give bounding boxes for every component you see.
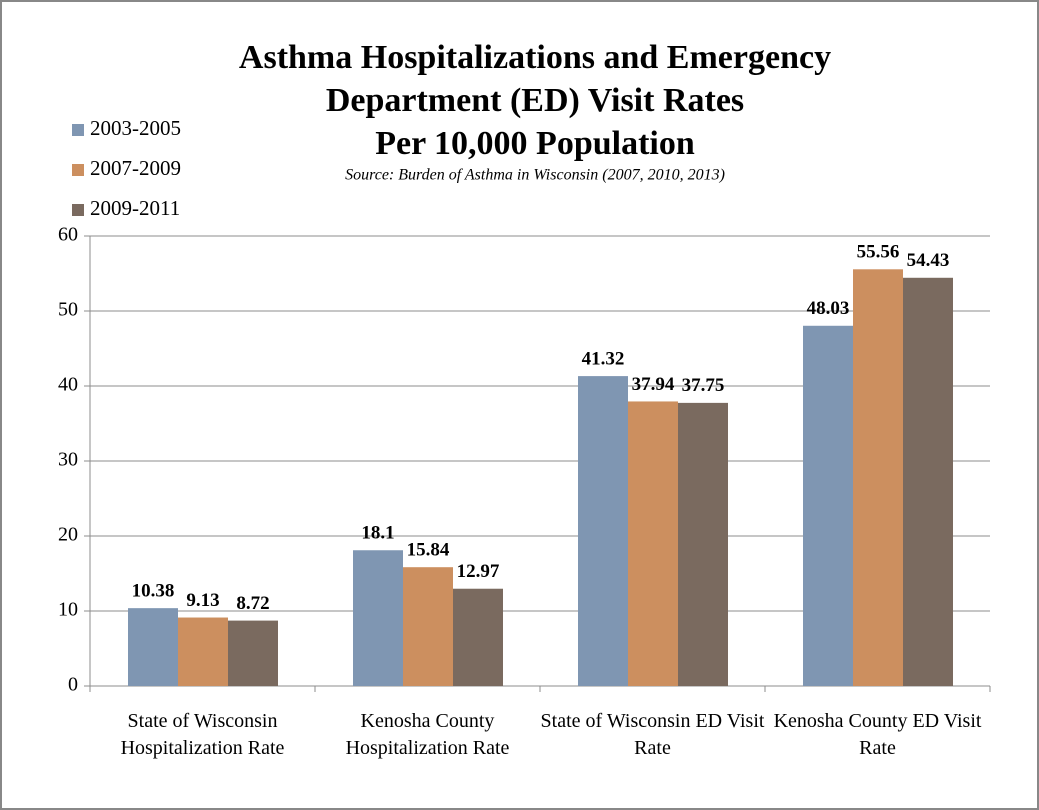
bar [178, 617, 228, 686]
bar [628, 401, 678, 686]
y-tick-label: 10 [58, 599, 78, 621]
data-label: 48.03 [807, 298, 850, 319]
bar [803, 325, 853, 686]
bar [403, 567, 453, 686]
legend-swatch [72, 164, 84, 176]
bar [228, 620, 278, 686]
legend-swatch [72, 204, 84, 216]
chart-subtitle: Source: Burden of Asthma in Wisconsin (2… [345, 167, 725, 184]
y-tick-label: 20 [58, 524, 78, 546]
x-tick-label: Kenosha County ED Visit Rate [773, 710, 982, 759]
data-label: 10.38 [132, 581, 175, 602]
data-label: 41.32 [582, 348, 625, 369]
bar [128, 608, 178, 686]
legend-swatch [72, 124, 84, 136]
y-tick-label: 30 [58, 449, 78, 471]
data-label: 9.13 [186, 590, 219, 611]
chart-title: Per 10,000 Population [375, 125, 695, 162]
data-label: 8.72 [236, 593, 269, 614]
legend-label: 2003-2005 [90, 116, 181, 140]
y-tick-label: 0 [68, 674, 78, 696]
x-tick-label: Kenosha County Hospitalization Rate [345, 710, 510, 759]
chart-title: Asthma Hospitalizations and Emergency [239, 39, 831, 76]
data-label: 54.43 [907, 250, 950, 271]
y-tick-label: 50 [58, 299, 78, 321]
chart-title: Department (ED) Visit Rates [326, 82, 744, 119]
y-tick-label: 40 [58, 374, 78, 396]
data-label: 37.75 [682, 375, 725, 396]
data-label: 12.97 [457, 561, 500, 582]
bar [903, 277, 953, 686]
bar [853, 269, 903, 686]
legend-label: 2009-2011 [90, 196, 180, 220]
bar [678, 402, 728, 686]
data-label: 55.56 [857, 242, 900, 263]
x-tick-label: State of Wisconsin Hospitalization Rate [120, 710, 285, 759]
data-label: 37.94 [632, 374, 675, 395]
y-tick-label: 60 [58, 224, 78, 246]
x-tick-label: State of Wisconsin ED Visit Rate [540, 710, 765, 759]
data-label: 15.84 [407, 540, 450, 561]
bar [453, 588, 503, 686]
data-label: 18.1 [361, 523, 394, 544]
legend-label: 2007-2009 [90, 156, 181, 180]
bar [353, 550, 403, 686]
bar [578, 376, 628, 686]
